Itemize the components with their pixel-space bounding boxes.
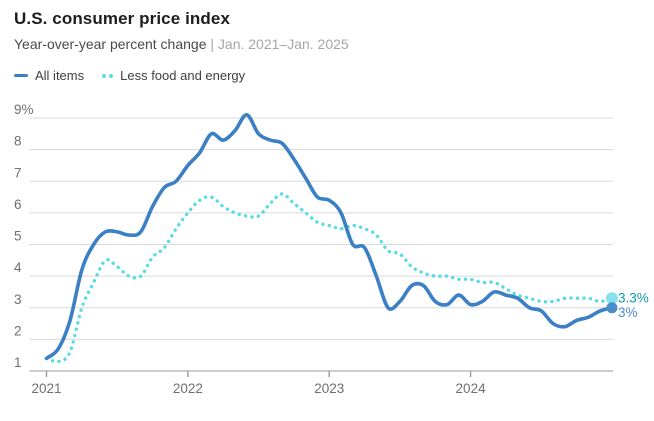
subtitle-separator: | xyxy=(210,36,218,52)
series-line-all-items xyxy=(44,113,614,361)
x-axis-label: 2023 xyxy=(314,381,344,396)
core-dots-swatch xyxy=(102,73,114,78)
y-axis-label: 4 xyxy=(14,260,22,275)
chart-subtitle: Year-over-year percent change | Jan. 202… xyxy=(14,36,349,52)
chart-legend: All items Less food and energy xyxy=(14,68,245,83)
x-axis-label: 2022 xyxy=(173,381,203,396)
legend-label-all-items: All items xyxy=(35,68,85,83)
all-items-line-swatch xyxy=(14,74,28,77)
legend-label-core: Less food and energy xyxy=(120,68,246,83)
legend-item-core: Less food and energy xyxy=(102,68,245,83)
end-marker-core xyxy=(605,292,618,305)
end-label-all-items: 3% xyxy=(618,305,638,320)
x-axis-label: 2024 xyxy=(456,381,487,396)
y-axis-label: 8 xyxy=(14,134,22,149)
page-title: U.S. consumer price index xyxy=(14,9,231,28)
y-axis-label: 1 xyxy=(14,355,22,370)
end-marker-all-items xyxy=(606,302,618,314)
y-axis-label: 9% xyxy=(14,102,34,117)
legend-item-all-items: All items xyxy=(14,68,84,83)
y-axis-label: 5 xyxy=(14,229,22,244)
series-line-core xyxy=(44,192,614,364)
y-axis-label: 3 xyxy=(14,292,22,307)
y-axis-label: 7 xyxy=(14,165,22,180)
subtitle-date-range: Jan. 2021–Jan. 2025 xyxy=(217,36,349,52)
y-axis-label: 6 xyxy=(14,197,22,212)
y-axis-label: 2 xyxy=(14,323,22,338)
end-label-core: 3.3% xyxy=(618,290,649,305)
x-axis-label: 2021 xyxy=(31,381,61,396)
subtitle-description: Year-over-year percent change xyxy=(14,36,211,52)
